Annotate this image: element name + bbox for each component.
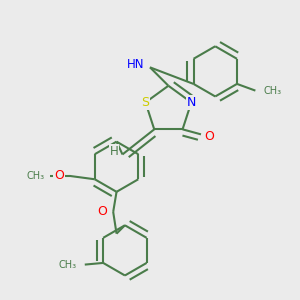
Text: N: N: [187, 96, 196, 109]
Text: O: O: [54, 169, 64, 182]
Text: CH₃: CH₃: [264, 85, 282, 96]
Text: HN: HN: [127, 58, 144, 71]
Text: CH₃: CH₃: [26, 171, 45, 181]
Text: H: H: [110, 145, 118, 158]
Text: O: O: [97, 206, 107, 218]
Text: S: S: [142, 96, 149, 109]
Text: O: O: [204, 130, 214, 142]
Text: CH₃: CH₃: [58, 260, 76, 270]
